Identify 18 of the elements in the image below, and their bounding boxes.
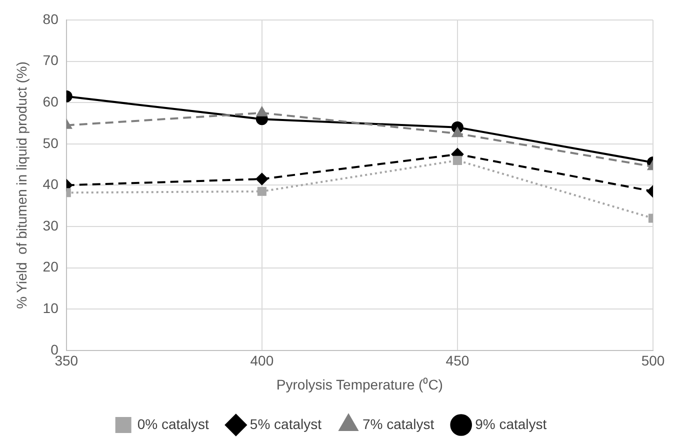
legend-label: 5% catalyst — [250, 416, 322, 432]
y-tick-label: 70 — [42, 52, 59, 68]
x-axis-title: Pyrolysis Temperature (⁰C) — [276, 376, 443, 392]
y-tick-label: 0 — [50, 341, 59, 358]
legend-label: 0% catalyst — [137, 416, 210, 432]
y-tick-label: 60 — [42, 93, 59, 110]
y-tick-label: 10 — [42, 300, 59, 316]
x-tick-label: 500 — [641, 352, 665, 369]
x-tick-label: 400 — [250, 352, 274, 369]
y-tick-label: 20 — [42, 258, 59, 275]
y-axis-title: % Yield of bitumen in liquid product (%) — [13, 61, 30, 309]
y-tick-label: 80 — [42, 10, 59, 27]
y-tick-label: 50 — [42, 134, 59, 151]
legend-label: 9% catalyst — [475, 416, 547, 432]
y-tick-label: 30 — [42, 217, 59, 234]
x-tick-label: 450 — [446, 352, 470, 369]
legend-label: 7% catalyst — [362, 416, 434, 432]
y-tick-label: 40 — [42, 176, 59, 192]
